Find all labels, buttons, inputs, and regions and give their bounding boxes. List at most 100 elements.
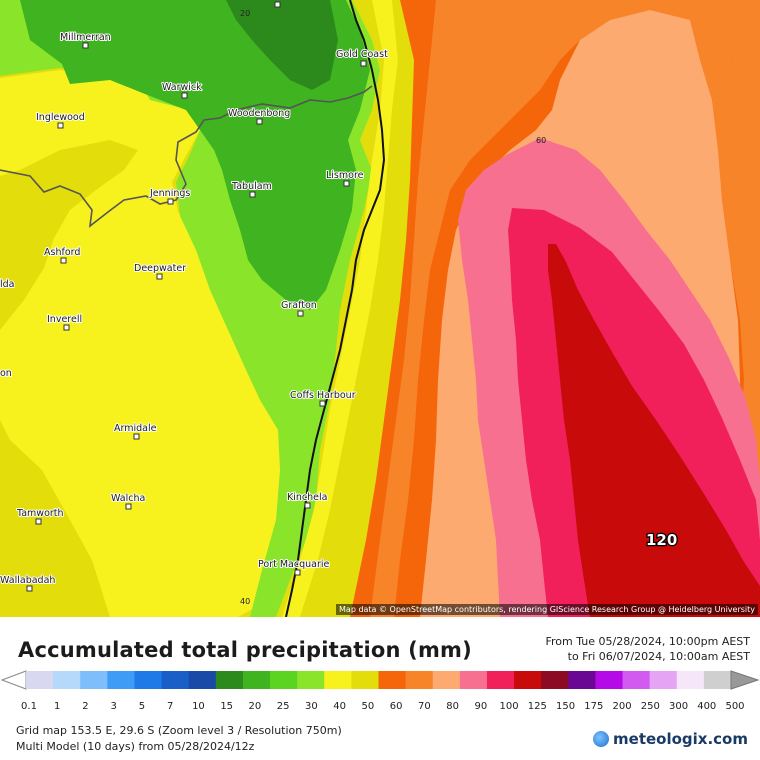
band-60-70 (370, 0, 736, 617)
town-jennings[interactable]: Jennings (148, 187, 191, 205)
band-100-125 (548, 244, 760, 617)
legend-label: 80 (446, 701, 459, 712)
town-coffs-harbour[interactable]: Coffs Harbour (289, 389, 357, 407)
legend-swatch (134, 671, 163, 689)
town-ashford[interactable]: Ashford (43, 246, 81, 264)
legend-swatch (270, 671, 298, 689)
legend-swatch (405, 671, 434, 689)
town-marker (297, 310, 304, 317)
town-grafton[interactable]: Grafton (280, 299, 318, 317)
town-marker (133, 433, 140, 440)
legend-label: 2 (82, 701, 88, 712)
legend-label: 7 (167, 701, 173, 712)
town-marker (156, 273, 163, 280)
legend-left-arrow (0, 670, 27, 690)
town-port-macquarie[interactable]: Port Macquarie (257, 558, 331, 576)
max-precip-label: 120 (646, 531, 677, 549)
legend-swatch (541, 671, 569, 689)
legend-label: 200 (612, 701, 631, 712)
town-label: Millmerran (60, 32, 111, 43)
edge-label-lda: lda (0, 279, 15, 290)
town-marker (57, 122, 64, 129)
brand-logo[interactable]: meteologix.com (593, 730, 748, 748)
map-attribution[interactable]: Map data © OpenStreetMap contributors, r… (336, 604, 758, 615)
legend-label: 15 (220, 701, 233, 712)
legend-scale: 0.1 1 2 3 5 7 10 15 20 25 30 40 50 60 70 80 90 100 125 150 1… (0, 670, 760, 712)
town-marker (294, 569, 301, 576)
legend-swatch (351, 671, 379, 689)
town-marker (319, 400, 326, 407)
legend-label: 100 (500, 701, 519, 712)
model-details: Multi Model (10 days) from 05/28/2024/12… (16, 740, 255, 753)
town-tabulam[interactable]: Tabulam (230, 180, 273, 198)
legend-swatch (188, 671, 217, 689)
town-marker (35, 518, 42, 525)
legend-label: 90 (474, 701, 487, 712)
precipitation-map[interactable]: 20 60 40 120 Millmerran Warwick Gold Coa… (0, 0, 760, 617)
coastline (285, 0, 386, 617)
contour-label-40: 40 (240, 597, 250, 606)
town-kinchela[interactable]: Kinchela (286, 491, 328, 509)
legend-label: 150 (556, 701, 575, 712)
legend-label: 40 (333, 701, 346, 712)
legend-label: 50 (362, 701, 375, 712)
legend-swatch (514, 671, 542, 689)
town-marker (249, 191, 256, 198)
town-lismore[interactable]: Lismore (325, 169, 365, 187)
town-marker (343, 180, 350, 187)
town-marker (82, 42, 89, 49)
legend-label: 25 (277, 701, 290, 712)
globe-icon (593, 731, 610, 747)
town-marker (167, 198, 174, 205)
edge-label-on: on (0, 368, 12, 379)
town-label: Tamworth (16, 508, 64, 519)
legend-label: 60 (390, 701, 403, 712)
town-marker (256, 118, 263, 125)
town-tamworth[interactable]: Tamworth (15, 507, 65, 525)
town-label: Woodenbong (228, 108, 290, 119)
legend-label: 10 (192, 701, 205, 712)
town-inglewood[interactable]: Inglewood (35, 111, 86, 129)
legend-swatch (568, 671, 596, 689)
legend-label: 70 (418, 701, 431, 712)
town-marker (125, 503, 132, 510)
period-from: From Tue 05/28/2024, 10:00pm AEST (545, 635, 751, 648)
legend-label: 125 (528, 701, 547, 712)
town-armidale[interactable]: Armidale (113, 422, 158, 440)
band-40-50-coast (300, 0, 412, 617)
grid-details: Grid map 153.5 E, 29.6 S (Zoom level 3 /… (16, 724, 342, 737)
legend-swatch (324, 671, 352, 689)
town-marker (60, 257, 67, 264)
map-canvas: 20 60 40 120 Millmerran Warwick Gold Coa… (0, 0, 760, 617)
legend-label: 0.1 (21, 701, 37, 712)
legend-swatch (676, 671, 705, 689)
town-marker (63, 324, 70, 331)
town-walcha[interactable]: Walcha (110, 492, 146, 510)
contour-label-60: 60 (536, 136, 546, 145)
town-marker (26, 585, 33, 592)
grid-info: Grid map 153.5 E, 29.6 S (Zoom level 3 /… (16, 723, 342, 755)
town-label: Port Macquarie (258, 559, 330, 570)
town-label: Inverell (47, 314, 82, 325)
legend-swatch (649, 671, 678, 689)
town-wallabadah[interactable]: Wallabadah (0, 574, 56, 592)
town-label: Walcha (111, 493, 145, 504)
town-gold-coast[interactable]: Gold Coast (335, 48, 389, 67)
legend-swatch (26, 671, 54, 689)
page-title: Accumulated total precipitation (mm) (18, 638, 472, 662)
town-warwick[interactable]: Warwick (161, 81, 203, 99)
town-label: Lismore (326, 170, 364, 181)
town-woodenbong[interactable]: Woodenbong (227, 107, 291, 125)
town-label: Tabulam (231, 181, 272, 192)
legend-swatch (432, 671, 461, 689)
legend-swatch (595, 671, 624, 689)
legend-swatch (297, 671, 325, 689)
town-inverell[interactable]: Inverell (46, 313, 83, 331)
town-millmerran[interactable]: Millmerran (59, 31, 112, 49)
band-15-20 (226, 0, 338, 90)
town-label: Kinchela (287, 492, 327, 503)
legend-label: 400 (697, 701, 716, 712)
town-deepwater[interactable]: Deepwater (133, 262, 187, 280)
legend-label: 500 (725, 701, 744, 712)
town-label: Grafton (281, 300, 317, 311)
